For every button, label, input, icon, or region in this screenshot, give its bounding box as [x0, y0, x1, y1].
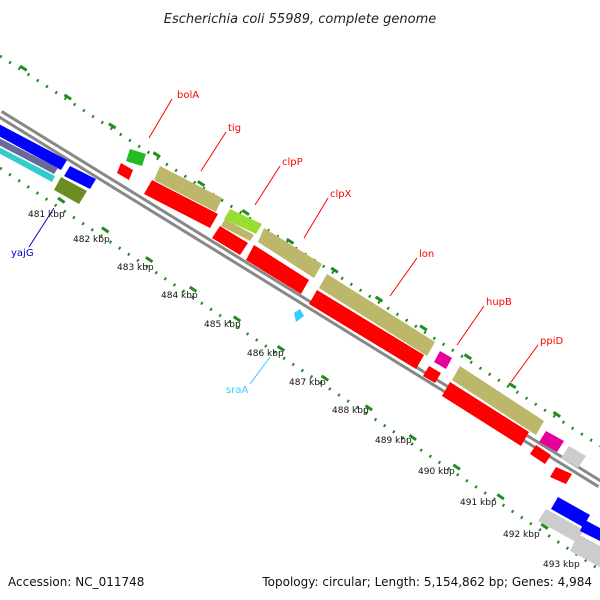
map-title: Escherichia coli 55989, complete genome	[164, 12, 436, 27]
topology-info: Topology: circular; Length: 5,154,862 bp…	[261, 575, 592, 589]
tick-labels: 481 kbp 482 kbp 483 kbp 484 kbp 485 kbp …	[28, 210, 580, 570]
gene-label-yajg[interactable]: yajG	[11, 248, 34, 259]
tick-track-lower	[0, 166, 600, 572]
tick-label: 483 kbp	[117, 263, 154, 273]
tick-label: 482 kbp	[73, 235, 110, 245]
tick-label: 490 kbp	[418, 467, 455, 477]
gene-label-hupb[interactable]: hupB	[486, 297, 512, 308]
tick-label: 485 kbp	[204, 320, 241, 330]
tick-label: 486 kbp	[247, 349, 284, 359]
tick-label: 481 kbp	[28, 210, 65, 220]
tick-label: 484 kbp	[161, 291, 198, 301]
gene-label-tig[interactable]: tig	[228, 123, 241, 134]
gene-labels: bolA tig clpP clpX lon hupB ppiD yajG sr…	[11, 90, 563, 396]
accession-info: Accession: NC_011748	[8, 575, 144, 589]
gene-label-clpp[interactable]: clpP	[282, 157, 303, 168]
left-feature-cluster	[0, 124, 96, 204]
tick-label: 493 kbp	[543, 560, 580, 570]
tick-label: 487 kbp	[289, 378, 326, 388]
gene-label-lon[interactable]: lon	[419, 249, 434, 260]
gene-label-ppid[interactable]: ppiD	[540, 336, 563, 347]
gene-label-leaders	[28, 98, 539, 385]
gene-label-clpx[interactable]: clpX	[330, 189, 352, 200]
gene-features	[117, 149, 600, 567]
tick-track-upper	[0, 54, 600, 448]
tick-label: 488 kbp	[332, 406, 369, 416]
gene-label-sraa[interactable]: sraA	[226, 385, 248, 396]
gene-label-bola[interactable]: bolA	[177, 90, 199, 101]
tick-label: 489 kbp	[375, 436, 412, 446]
tick-label: 492 kbp	[503, 530, 540, 540]
tick-label: 491 kbp	[460, 498, 497, 508]
